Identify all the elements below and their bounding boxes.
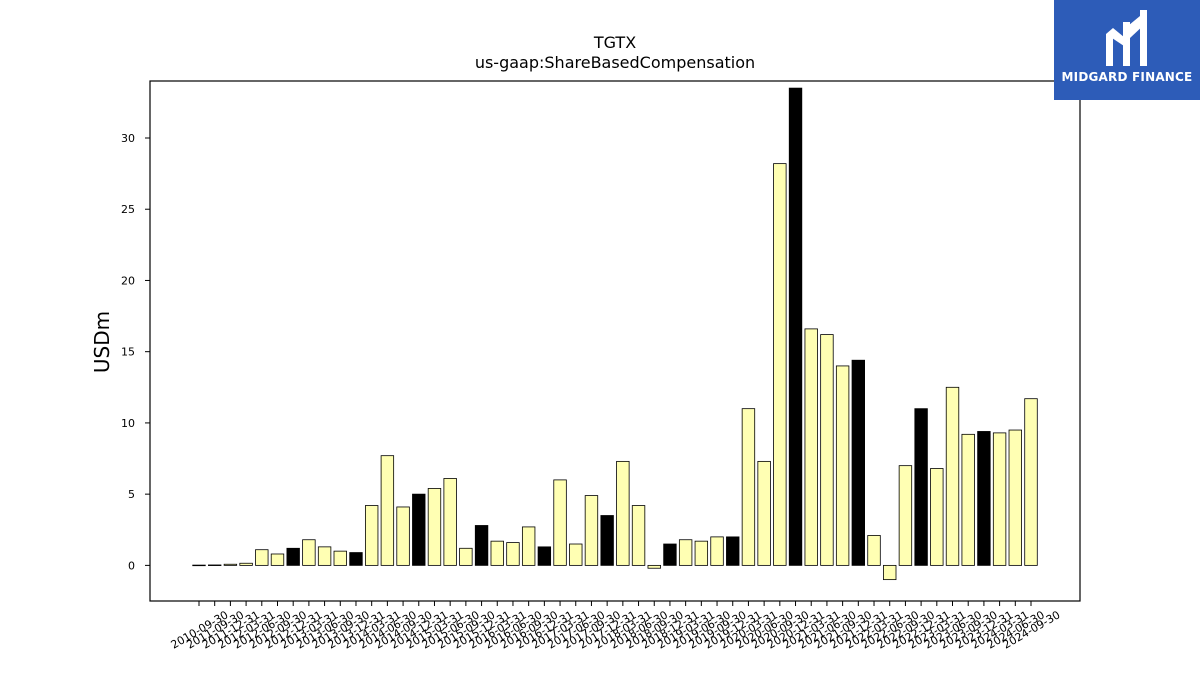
chart-title: TGTX <box>593 33 636 52</box>
bar-2012-06-30 <box>270 553 285 566</box>
bar-2022-09-30 <box>914 408 928 566</box>
bar-2016-12-31 <box>553 479 567 566</box>
y-tick-label: 15 <box>121 346 135 359</box>
bar-2019-03-31 <box>694 540 709 566</box>
bar-2022-03-31 <box>883 564 897 581</box>
bar-2019-09-30 <box>726 536 740 566</box>
bar-2014-12-31 <box>427 488 442 566</box>
bar-2018-12-31 <box>678 539 693 566</box>
bar-2013-09-30 <box>349 552 363 566</box>
bar-2023-12-31 <box>992 432 1007 566</box>
bar-2011-12-31 <box>239 562 253 566</box>
bar-2013-03-31 <box>317 546 332 566</box>
bar-2015-03-31 <box>443 478 457 566</box>
bar-2020-12-31 <box>804 328 818 566</box>
y-tick-label: 5 <box>128 488 135 501</box>
bar-2020-03-31 <box>757 460 771 566</box>
y-tick-label: 25 <box>121 203 135 216</box>
bar-2021-09-30 <box>851 359 865 566</box>
bar-2010-09-30 <box>192 564 206 567</box>
bar-2014-09-30 <box>412 493 426 566</box>
bar-2014-06-30 <box>396 506 410 566</box>
bar-2015-09-30 <box>474 525 489 566</box>
brand-logo: MIDGARD FINANCE <box>1054 0 1200 100</box>
bar-2020-09-30 <box>788 87 803 566</box>
bar-2013-06-30 <box>333 550 347 566</box>
bar-2019-12-31 <box>741 408 756 566</box>
bar-2020-06-30 <box>773 163 787 566</box>
bar-2017-03-31 <box>569 543 583 566</box>
bar-2016-09-30 <box>537 546 552 566</box>
bar-2017-09-30 <box>600 515 614 566</box>
bar-2011-06-30 <box>208 564 222 566</box>
bar-2023-09-30 <box>977 431 991 566</box>
bar-2023-03-31 <box>945 386 960 566</box>
bar-2023-06-30 <box>961 433 975 566</box>
bar-2011-09-30 <box>223 563 238 566</box>
bar-2024-03-31 <box>1008 429 1022 566</box>
bar-2024-06-30 <box>1024 398 1038 566</box>
bar-2013-12-31 <box>364 505 379 566</box>
bar-2021-03-31 <box>820 334 834 566</box>
brand-name: MIDGARD FINANCE <box>1061 70 1193 84</box>
bar-2016-03-31 <box>506 542 520 566</box>
bar-2018-09-30 <box>663 543 677 566</box>
midgard-logo-icon <box>1106 10 1147 66</box>
bar-2019-06-30 <box>710 536 724 566</box>
bar-2015-12-31 <box>490 540 504 566</box>
plot-frame <box>149 80 1081 602</box>
bars-group <box>192 87 1038 581</box>
bar-2014-03-31 <box>380 455 395 566</box>
bar-2012-12-31 <box>302 539 316 566</box>
y-tick-label: 0 <box>128 559 135 572</box>
bar-2017-06-30 <box>584 495 599 566</box>
bar-2021-06-30 <box>835 365 850 566</box>
bar-2018-06-30 <box>647 564 661 569</box>
bar-2015-06-30 <box>459 547 473 566</box>
bar-2021-12-31 <box>867 535 881 566</box>
y-tick-label: 20 <box>121 274 135 287</box>
bar-2022-06-30 <box>898 465 913 566</box>
x-ticks-group: 2010-09-302011-09-302011-12-312012-03-31… <box>169 601 1063 652</box>
bar-2018-03-31 <box>631 505 646 566</box>
bar-2022-12-31 <box>930 468 944 566</box>
bar-2012-03-31 <box>255 549 269 566</box>
bar-2012-09-30 <box>286 547 300 566</box>
chart-subtitle: us-gaap:ShareBasedCompensation <box>475 53 755 72</box>
y-tick-label: 30 <box>121 132 135 145</box>
y-tick-label: 10 <box>121 417 135 430</box>
y-ticks-group: 0 5 10 15 20 25 30 <box>121 132 150 572</box>
bar-2017-12-31 <box>616 460 630 566</box>
y-axis-label: USDm <box>90 311 114 373</box>
bar-2016-06-30 <box>521 526 536 566</box>
